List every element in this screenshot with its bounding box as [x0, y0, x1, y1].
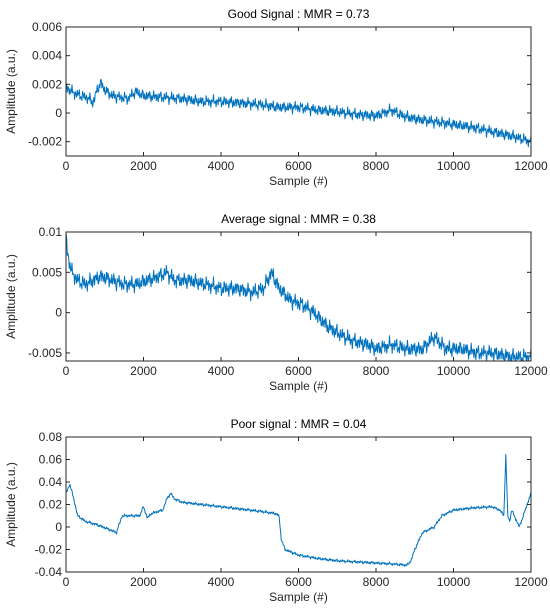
y-tick-label: 0	[55, 306, 62, 320]
x-tick-label: 6000	[285, 575, 312, 589]
subplot-1: 0 2000 4000 6000 8000 10000 12000-0.00200.0020…	[4, 7, 548, 188]
x-tick-label: 10000	[437, 364, 471, 378]
y-tick-label: -0.002	[28, 135, 62, 149]
chart-title: Good Signal : MMR = 0.73	[228, 7, 370, 21]
x-tick-label: 12000	[514, 159, 548, 173]
x-tick-label: 10000	[437, 159, 471, 173]
series-line-1	[66, 78, 531, 148]
y-tick-label: 0	[55, 106, 62, 120]
x-tick-label: 0	[63, 159, 70, 173]
y-tick-label: 0.04	[39, 475, 63, 489]
x-tick-label: 8000	[363, 364, 390, 378]
subplot-3: 0 2000 4000 6000 8000 10000 12000 -0.04 -0.02 0 0.…	[4, 417, 548, 604]
y-axis-label: Amplitude (a.u.)	[4, 254, 18, 339]
series-line-2	[66, 233, 531, 361]
x-tick-label: 2000	[130, 575, 157, 589]
x-tick-label: 0	[63, 364, 70, 378]
y-tick-label: -0.02	[35, 543, 63, 557]
y-tick-label: 0.002	[32, 77, 62, 91]
x-axis-label: Sample (#)	[269, 174, 328, 188]
x-axis-label: Sample (#)	[269, 590, 328, 604]
chart-title: Poor signal : MMR = 0.04	[231, 417, 367, 431]
x-tick-label: 6000	[285, 159, 312, 173]
y-axis-label: Amplitude (a.u.)	[4, 462, 18, 547]
series-line-3	[66, 453, 531, 567]
y-tick-label: -0.04	[35, 565, 63, 579]
y-tick-label: 0.02	[39, 498, 63, 512]
y-tick-label: 0.06	[39, 453, 63, 467]
x-tick-label: 10000	[437, 575, 471, 589]
x-tick-label: 12000	[514, 575, 548, 589]
y-tick-label: 0.01	[39, 225, 63, 239]
chart-title: Average signal : MMR = 0.38	[221, 212, 376, 226]
x-axis-label: Sample (#)	[269, 379, 328, 393]
subplot-2: 0 2000 4000 6000 8000 10000 12000-0.00500.0050…	[4, 212, 548, 393]
x-tick-label: 8000	[363, 159, 390, 173]
x-tick-label: 12000	[514, 364, 548, 378]
axes-box	[65, 436, 532, 573]
x-tick-label: 6000	[285, 364, 312, 378]
y-axis-label: Amplitude (a.u.)	[4, 49, 18, 134]
x-tick-label: 2000	[130, 159, 157, 173]
x-tick-label: 8000	[363, 575, 390, 589]
axes-box	[65, 231, 532, 362]
x-tick-label: 0	[63, 575, 70, 589]
x-tick-label: 4000	[208, 159, 235, 173]
y-tick-label: 0.005	[32, 265, 62, 279]
y-tick-label: 0.004	[32, 49, 62, 63]
y-tick-label: 0	[55, 520, 62, 534]
y-tick-label: 0.08	[39, 430, 63, 444]
x-tick-label: 4000	[208, 575, 235, 589]
y-tick-label: 0.006	[32, 20, 62, 34]
y-tick-label: -0.005	[28, 346, 62, 360]
x-tick-label: 2000	[130, 364, 157, 378]
x-tick-label: 4000	[208, 364, 235, 378]
